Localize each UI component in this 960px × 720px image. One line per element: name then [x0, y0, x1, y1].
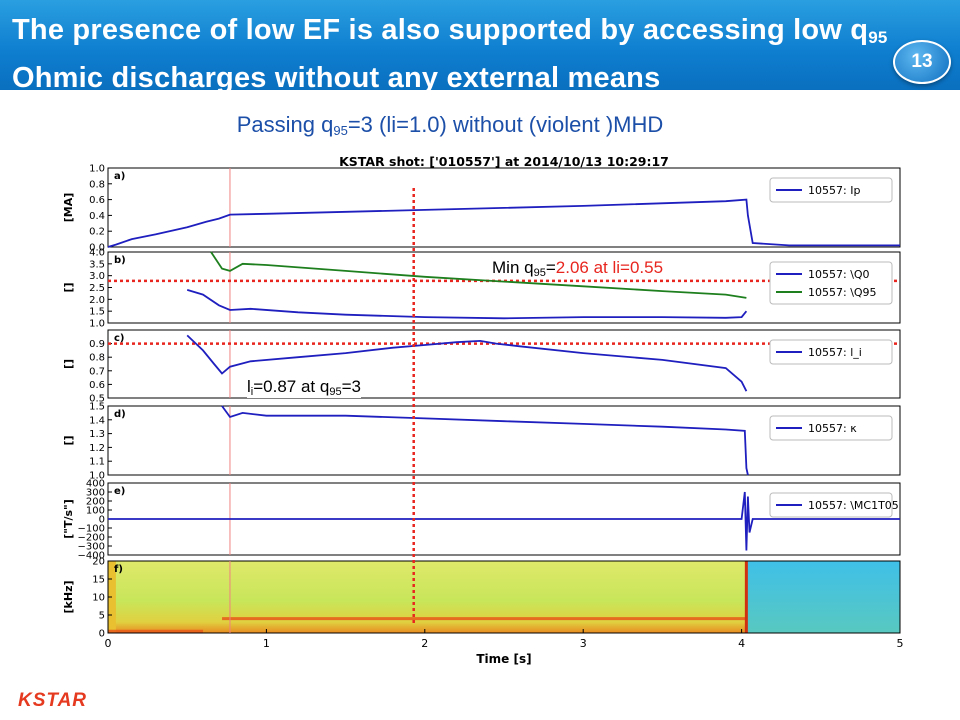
panel-1: 0.0 0.2 0.4 0.6 0.8 1.0 a) [MA] 10557: Ip — [62, 164, 901, 254]
panel-label: a) — [114, 171, 125, 182]
x-tick-label: 5 — [897, 637, 904, 650]
kstar-shot-chart: KSTAR shot: ['010557'] at 2014/10/13 10:… — [62, 154, 904, 666]
series-line-1 — [186, 289, 748, 320]
legend-entry: 10557: l_i — [808, 346, 862, 359]
y-tick-label: 15 — [92, 575, 105, 586]
y-tick-label: −100 — [78, 524, 105, 535]
slide-title: The presence of low EF is also supported… — [12, 14, 888, 94]
y-tick-label: 2.5 — [89, 283, 105, 294]
slide-number-badge: 13 — [893, 40, 951, 84]
legend-entry: 10557: Ip — [808, 184, 860, 197]
y-tick-label: 0.4 — [89, 211, 105, 222]
series-line-1 — [108, 491, 900, 551]
y-tick-label: −400 — [78, 551, 105, 562]
legend-entry: 10557: \MC1T05 — [808, 499, 899, 512]
y-tick-label: 4.0 — [89, 248, 105, 259]
x-tick-label: 0 — [105, 637, 112, 650]
panel-label: b) — [114, 255, 126, 266]
y-tick-label: 3.0 — [89, 271, 105, 282]
y-tick-label: 0.6 — [89, 195, 105, 206]
panel-frame-1 — [107, 167, 901, 248]
y-tick-label: 1.3 — [89, 429, 105, 440]
chart-title: KSTAR shot: ['010557'] at 2014/10/13 10:… — [339, 154, 669, 169]
y-tick-label: 5 — [99, 611, 105, 622]
panel-frame-4 — [107, 405, 901, 476]
y-tick-label: 0 — [99, 515, 105, 526]
li-at-q95-annotation: li=0.87 at q95=3 — [247, 377, 361, 398]
y-tick-label: 0.7 — [89, 366, 105, 377]
legend-box — [769, 415, 893, 441]
series-line-1 — [107, 198, 900, 248]
panel-4: 1.0 1.1 1.2 1.3 1.4 1.5 d) [] 10557: κ — [62, 402, 901, 482]
title-bar: The presence of low EF is also supported… — [0, 0, 960, 94]
y-tick-label: 1.4 — [89, 415, 105, 426]
y-tick-label: 2.0 — [89, 295, 105, 306]
min-q95-annotation: Min q95=2.06 at li=0.55 — [492, 258, 664, 279]
y-tick-label: 0.9 — [89, 339, 105, 350]
panel-label: d) — [114, 409, 126, 420]
y-tick-label: 400 — [86, 479, 105, 490]
y-axis-label: [] — [62, 282, 75, 292]
y-tick-label: 3.5 — [89, 259, 105, 270]
y-tick-label: 100 — [86, 506, 105, 517]
series-line-1 — [221, 405, 749, 476]
legend-entry: 10557: \Q95 — [808, 286, 877, 299]
y-tick-label: 1.1 — [89, 457, 105, 468]
x-tick-label: 1 — [263, 637, 270, 650]
y-tick-label: 1.2 — [89, 443, 105, 454]
y-tick-label: −300 — [78, 542, 105, 553]
panel-2: 1.01.52.02.53.03.54.0 b) [] 10557: \Q0 10557… — [62, 248, 901, 330]
panel-label: e) — [114, 486, 125, 497]
legend-entry: 10557: \Q0 — [808, 268, 870, 281]
y-axis-label: [] — [62, 359, 75, 369]
panel-3: 0.5 0.6 0.7 0.8 0.9 c) [] 10557: l_i — [62, 329, 901, 405]
y-tick-label: 0.0 — [89, 243, 105, 254]
y-axis-label: [kHz] — [62, 581, 75, 614]
y-tick-label: −200 — [78, 533, 105, 544]
y-tick-label: 0.5 — [89, 394, 105, 405]
kstar-logo: KSTAR — [18, 690, 88, 711]
y-tick-label: 300 — [86, 488, 105, 499]
y-tick-label: 0.6 — [89, 380, 105, 391]
spectrogram-post — [746, 561, 900, 633]
y-tick-label: 20 — [92, 557, 105, 568]
legend-entry: 10557: κ — [808, 422, 857, 435]
panel-6: 0 5 10 15 20 f) [kHz] — [62, 557, 901, 640]
y-tick-label: 1.0 — [89, 164, 105, 175]
panel-label: c) — [114, 333, 125, 344]
panel-frame-3 — [107, 329, 901, 399]
y-tick-label: 0.8 — [89, 353, 105, 364]
x-axis-label: Time [s] — [476, 652, 531, 666]
legend-box — [769, 492, 893, 518]
y-tick-label: 0.2 — [89, 227, 105, 238]
x-tick-label: 3 — [580, 637, 587, 650]
slide-subtitle: Passing q95=3 (li=1.0) without (violent … — [236, 112, 664, 138]
x-tick-label: 2 — [421, 637, 428, 650]
y-tick-label: 1.5 — [89, 402, 105, 413]
y-tick-label: 200 — [86, 497, 105, 508]
y-tick-label: 1.0 — [89, 319, 105, 330]
legend-box — [769, 177, 893, 203]
panel-label: f) — [114, 564, 123, 575]
y-axis-label: ["T/s"] — [62, 499, 75, 539]
legend-box — [769, 339, 893, 365]
y-tick-label: 0.8 — [89, 179, 105, 190]
y-tick-label: 10 — [92, 593, 105, 604]
legend-box — [769, 261, 893, 305]
series-line-1 — [186, 334, 748, 392]
series-line-2 — [210, 251, 747, 299]
y-tick-label: 1.5 — [89, 307, 105, 318]
x-tick-label: 4 — [738, 637, 745, 650]
y-axis-label: [] — [62, 435, 75, 445]
y-tick-label: 1.0 — [89, 471, 105, 482]
spectrogram-main — [108, 561, 747, 633]
y-axis-label: [MA] — [62, 193, 75, 223]
y-tick-label: 0 — [99, 629, 105, 640]
